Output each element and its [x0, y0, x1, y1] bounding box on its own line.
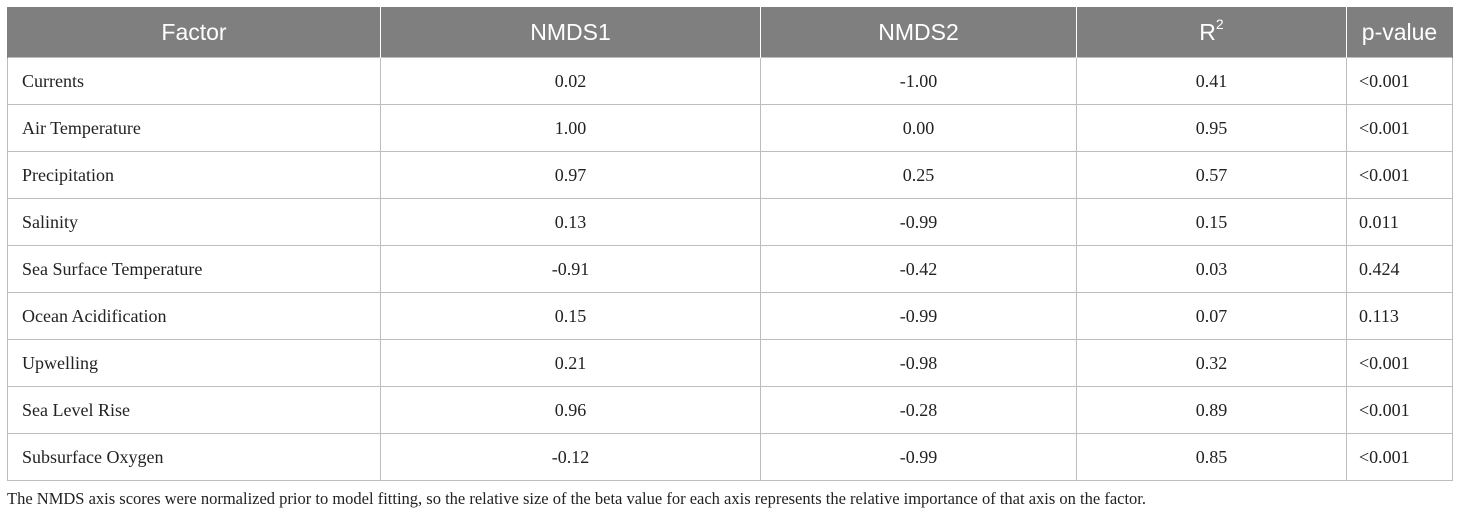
header-r-squared-base: R — [1199, 18, 1216, 45]
cell-nmds1: 0.15 — [380, 292, 761, 340]
table-row: Upwelling 0.21 -0.98 0.32 <0.001 — [7, 339, 1453, 387]
cell-nmds2: 0.25 — [760, 151, 1077, 199]
cell-nmds1: 0.13 — [380, 198, 761, 246]
table-row: Ocean Acidification 0.15 -0.99 0.07 0.113 — [7, 292, 1453, 340]
table-row: Salinity 0.13 -0.99 0.15 0.011 — [7, 198, 1453, 246]
header-nmds2: NMDS2 — [760, 7, 1077, 58]
table-footnote: The NMDS axis scores were normalized pri… — [7, 489, 1147, 508]
cell-factor: Currents — [7, 57, 381, 105]
table-body: Currents 0.02 -1.00 0.41 <0.001 Air Temperatu… — [7, 57, 1453, 481]
cell-p-value: 0.011 — [1346, 198, 1453, 246]
cell-nmds2: -0.98 — [760, 339, 1077, 387]
cell-p-value: <0.001 — [1346, 339, 1453, 387]
cell-factor: Precipitation — [7, 151, 381, 199]
cell-nmds1: 0.97 — [380, 151, 761, 199]
cell-nmds2: 0.00 — [760, 104, 1077, 152]
cell-nmds1: -0.12 — [380, 433, 761, 481]
results-table-container: Factor NMDS1 NMDS2 R2 p-value Currents 0.… — [7, 7, 1453, 481]
cell-nmds1: -0.91 — [380, 245, 761, 293]
results-table: Factor NMDS1 NMDS2 R2 p-value Currents 0.… — [7, 7, 1453, 481]
cell-r-squared: 0.03 — [1076, 245, 1347, 293]
cell-p-value: <0.001 — [1346, 57, 1453, 105]
cell-nmds1: 0.96 — [380, 386, 761, 434]
cell-nmds2: -0.99 — [760, 292, 1077, 340]
cell-nmds2: -0.99 — [760, 198, 1077, 246]
cell-r-squared: 0.57 — [1076, 151, 1347, 199]
cell-r-squared: 0.15 — [1076, 198, 1347, 246]
cell-r-squared: 0.95 — [1076, 104, 1347, 152]
cell-r-squared: 0.32 — [1076, 339, 1347, 387]
cell-r-squared: 0.41 — [1076, 57, 1347, 105]
cell-factor: Upwelling — [7, 339, 381, 387]
cell-nmds1: 0.02 — [380, 57, 761, 105]
cell-nmds1: 0.21 — [380, 339, 761, 387]
cell-factor: Salinity — [7, 198, 381, 246]
cell-nmds2: -0.99 — [760, 433, 1077, 481]
table-row: Subsurface Oxygen -0.12 -0.99 0.85 <0.001 — [7, 433, 1453, 481]
cell-factor: Ocean Acidification — [7, 292, 381, 340]
cell-nmds2: -0.28 — [760, 386, 1077, 434]
cell-r-squared: 0.07 — [1076, 292, 1347, 340]
header-r-squared: R2 — [1076, 7, 1347, 58]
cell-factor: Air Temperature — [7, 104, 381, 152]
table-row: Currents 0.02 -1.00 0.41 <0.001 — [7, 57, 1453, 105]
cell-factor: Subsurface Oxygen — [7, 433, 381, 481]
cell-p-value: <0.001 — [1346, 433, 1453, 481]
header-row: Factor NMDS1 NMDS2 R2 p-value — [7, 7, 1453, 58]
cell-p-value: 0.424 — [1346, 245, 1453, 293]
header-p-value: p-value — [1346, 7, 1453, 58]
cell-r-squared: 0.89 — [1076, 386, 1347, 434]
cell-r-squared: 0.85 — [1076, 433, 1347, 481]
header-factor: Factor — [7, 7, 381, 58]
cell-nmds1: 1.00 — [380, 104, 761, 152]
cell-p-value: <0.001 — [1346, 104, 1453, 152]
cell-p-value: 0.113 — [1346, 292, 1453, 340]
cell-factor: Sea Level Rise — [7, 386, 381, 434]
table-header: Factor NMDS1 NMDS2 R2 p-value — [7, 7, 1453, 58]
header-r-squared-superscript: 2 — [1215, 15, 1224, 32]
cell-factor: Sea Surface Temperature — [7, 245, 381, 293]
table-row: Precipitation 0.97 0.25 0.57 <0.001 — [7, 151, 1453, 199]
header-nmds1: NMDS1 — [380, 7, 761, 58]
table-row: Sea Level Rise 0.96 -0.28 0.89 <0.001 — [7, 386, 1453, 434]
cell-p-value: <0.001 — [1346, 386, 1453, 434]
table-row: Air Temperature 1.00 0.00 0.95 <0.001 — [7, 104, 1453, 152]
cell-p-value: <0.001 — [1346, 151, 1453, 199]
table-row: Sea Surface Temperature -0.91 -0.42 0.03 0.4… — [7, 245, 1453, 293]
cell-nmds2: -1.00 — [760, 57, 1077, 105]
cell-nmds2: -0.42 — [760, 245, 1077, 293]
